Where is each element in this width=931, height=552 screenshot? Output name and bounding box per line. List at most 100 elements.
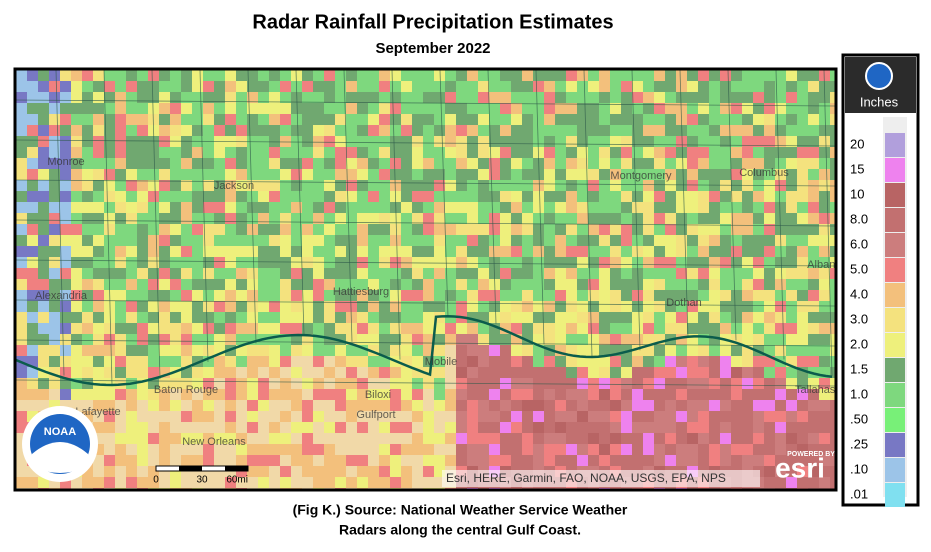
rain-cell	[467, 235, 478, 246]
rain-cell	[786, 389, 797, 400]
rain-cell	[71, 246, 82, 257]
rain-cell	[82, 70, 93, 81]
rain-cell	[16, 345, 27, 356]
rain-cell	[71, 389, 82, 400]
rain-cell	[412, 290, 423, 301]
rain-cell	[786, 103, 797, 114]
rain-cell	[775, 422, 786, 433]
rain-cell	[60, 246, 71, 257]
rain-cell	[49, 224, 60, 235]
rain-cell	[786, 477, 797, 488]
rain-cell	[148, 290, 159, 301]
rain-cell	[577, 290, 588, 301]
rain-cell	[467, 444, 478, 455]
rain-cell	[819, 301, 830, 312]
rain-cell	[709, 334, 720, 345]
rain-cell	[335, 180, 346, 191]
rain-cell	[192, 213, 203, 224]
rain-cell	[203, 290, 214, 301]
rain-cell	[797, 433, 808, 444]
rain-cell	[797, 466, 808, 477]
rain-cell	[775, 158, 786, 169]
rain-cell	[302, 169, 313, 180]
rain-cell	[599, 411, 610, 422]
rain-cell	[225, 312, 236, 323]
rain-cell	[797, 70, 808, 81]
rain-cell	[137, 180, 148, 191]
rain-cell	[456, 279, 467, 290]
rain-cell	[346, 202, 357, 213]
rain-cell	[16, 433, 27, 444]
rain-cell	[808, 202, 819, 213]
rain-cell	[489, 246, 500, 257]
rain-cell	[500, 235, 511, 246]
rain-cell	[643, 400, 654, 411]
rain-cell	[27, 125, 38, 136]
rain-cell	[577, 279, 588, 290]
rain-cell	[753, 158, 764, 169]
caption-line: Radars along the central Gulf Coast.	[339, 522, 581, 538]
rain-cell	[27, 92, 38, 103]
rain-cell	[38, 136, 49, 147]
rain-cell	[115, 81, 126, 92]
rain-cell	[764, 103, 775, 114]
rain-cell	[49, 367, 60, 378]
rain-cell	[599, 92, 610, 103]
rain-cell	[16, 136, 27, 147]
rain-cell	[577, 367, 588, 378]
legend-label: 20	[850, 136, 864, 151]
rain-cell	[335, 378, 346, 389]
rain-cell	[731, 246, 742, 257]
rain-cell	[764, 400, 775, 411]
rain-cell	[445, 279, 456, 290]
rain-cell	[742, 312, 753, 323]
rain-cell	[181, 312, 192, 323]
rain-cell	[137, 466, 148, 477]
rain-cell	[819, 268, 830, 279]
rain-cell	[742, 191, 753, 202]
rain-cell	[544, 246, 555, 257]
rain-cell	[93, 202, 104, 213]
rain-cell	[269, 92, 280, 103]
rain-cell	[797, 202, 808, 213]
rain-cell	[687, 136, 698, 147]
rain-cell	[753, 268, 764, 279]
rain-cell	[731, 224, 742, 235]
rain-cell	[511, 103, 522, 114]
rain-cell	[181, 147, 192, 158]
rain-cell	[236, 92, 247, 103]
rain-cell	[38, 114, 49, 125]
rain-cell	[49, 235, 60, 246]
rain-cell	[258, 70, 269, 81]
rain-cell	[247, 301, 258, 312]
rain-cell	[467, 224, 478, 235]
rain-cell	[170, 345, 181, 356]
rain-cell	[753, 92, 764, 103]
rain-cell	[247, 279, 258, 290]
rain-cell	[566, 411, 577, 422]
rain-cell	[148, 312, 159, 323]
rain-cell	[368, 169, 379, 180]
rain-cell	[291, 290, 302, 301]
rain-cell	[522, 279, 533, 290]
rain-cell	[742, 246, 753, 257]
rain-cell	[379, 70, 390, 81]
rain-cell	[313, 70, 324, 81]
rain-cell	[159, 301, 170, 312]
rain-cell	[258, 466, 269, 477]
rain-cell	[346, 466, 357, 477]
rain-cell	[522, 389, 533, 400]
rain-cell	[610, 356, 621, 367]
rain-cell	[280, 477, 291, 488]
rain-cell	[60, 356, 71, 367]
rain-cell	[434, 455, 445, 466]
rain-cell	[269, 290, 280, 301]
rain-cell	[115, 268, 126, 279]
rain-cell	[610, 114, 621, 125]
rain-cell	[412, 257, 423, 268]
rain-cell	[60, 180, 71, 191]
rain-cell	[555, 334, 566, 345]
rain-cell	[27, 147, 38, 158]
rain-cell	[181, 169, 192, 180]
rain-cell	[555, 378, 566, 389]
